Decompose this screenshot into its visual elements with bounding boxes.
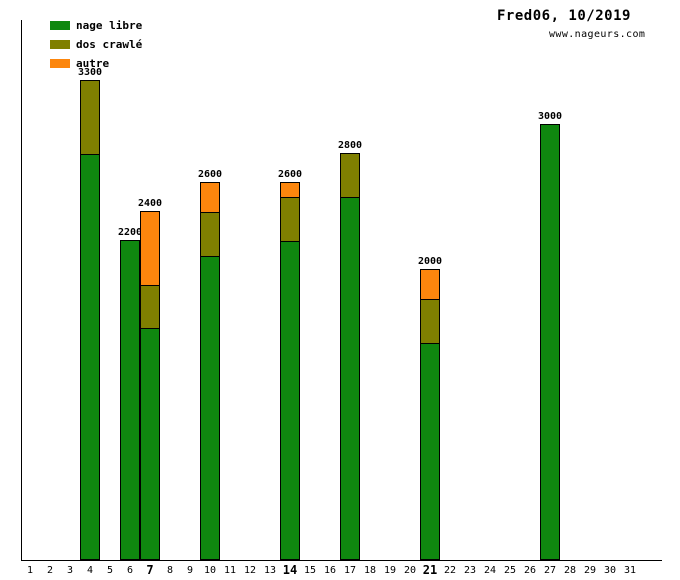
bar-segment <box>421 342 439 560</box>
x-axis-label-10: 10 <box>203 565 217 576</box>
x-axis-label-30: 30 <box>603 565 617 576</box>
x-axis-label-13: 13 <box>263 565 277 576</box>
x-axis-label-11: 11 <box>223 565 237 576</box>
bar-segment <box>281 182 299 198</box>
x-axis-label-23: 23 <box>463 565 477 576</box>
bar-value-label: 3000 <box>537 110 563 122</box>
x-axis-label-29: 29 <box>583 565 597 576</box>
bar-value-label: 2200 <box>117 227 143 238</box>
x-axis-label-9: 9 <box>186 565 194 576</box>
legend-swatch-icon <box>50 39 70 49</box>
bar-day-7 <box>140 210 160 560</box>
bar-segment <box>421 299 439 343</box>
x-axis-label-4: 4 <box>86 565 94 576</box>
bar-segment <box>421 270 439 300</box>
bar-segment <box>141 284 159 329</box>
x-axis-label-17: 17 <box>343 565 357 576</box>
x-axis-label-12: 12 <box>243 565 257 576</box>
x-axis-label-8: 8 <box>166 565 174 576</box>
x-axis-line <box>21 560 662 561</box>
bar-segment <box>281 240 299 559</box>
x-axis-label-27: 27 <box>543 565 557 576</box>
bar-day-6 <box>120 240 140 560</box>
bar-value-label: 2800 <box>337 139 363 151</box>
bar-segment <box>541 124 559 559</box>
chart-title: Fred06, 10/2019 <box>497 8 631 24</box>
bar-value-label: 2400 <box>137 197 163 209</box>
bar-day-21 <box>420 269 440 560</box>
x-axis-label-15: 15 <box>303 565 317 576</box>
legend-row: autre <box>50 57 109 69</box>
x-axis-label-5: 5 <box>106 565 114 576</box>
bar-segment <box>201 211 219 256</box>
bar-value-label: 3300 <box>77 67 103 78</box>
x-axis-label-24: 24 <box>483 565 497 576</box>
x-axis-label-3: 3 <box>66 565 74 576</box>
legend-label: dos crawlé <box>76 37 143 51</box>
legend-swatch-icon <box>50 58 70 68</box>
bar-segment <box>201 255 219 559</box>
x-axis-label-19: 19 <box>383 565 397 576</box>
x-axis-label-2: 2 <box>46 565 54 576</box>
bar-segment <box>341 197 359 559</box>
x-axis-label-31: 31 <box>623 565 637 576</box>
x-axis-label-14: 14 <box>282 563 298 577</box>
legend-label: nage libre <box>76 18 143 32</box>
bar-day-4 <box>80 80 100 560</box>
legend-row: dos crawlé <box>50 38 142 50</box>
x-axis-label-18: 18 <box>363 565 377 576</box>
bar-segment <box>81 153 99 559</box>
x-axis-label-22: 22 <box>443 565 457 576</box>
bar-day-10 <box>200 181 220 560</box>
legend-row: nage libre <box>50 19 142 31</box>
x-axis-label-20: 20 <box>403 565 417 576</box>
x-axis-label-6: 6 <box>126 565 134 576</box>
bar-segment <box>281 197 299 241</box>
bar-day-17 <box>340 152 360 560</box>
legend-swatch-icon <box>50 20 70 30</box>
x-axis-label-21: 21 <box>422 563 438 577</box>
legend-label: autre <box>76 56 110 70</box>
x-axis-label-26: 26 <box>523 565 537 576</box>
bar-segment <box>121 241 139 559</box>
site-url: www.nageurs.com <box>549 29 646 40</box>
bar-segment <box>341 153 359 198</box>
x-axis-label-7: 7 <box>146 563 154 577</box>
bar-day-27 <box>540 123 560 560</box>
bar-value-label: 2600 <box>197 168 223 180</box>
bar-value-label: 2600 <box>277 168 303 180</box>
x-axis-label-16: 16 <box>323 565 337 576</box>
x-axis-label-1: 1 <box>26 565 34 576</box>
bar-segment <box>81 81 99 154</box>
bar-value-label: 2000 <box>417 256 443 268</box>
x-axis-label-25: 25 <box>503 565 517 576</box>
bar-segment <box>141 211 159 285</box>
bar-segment <box>141 328 159 559</box>
bar-segment <box>201 182 219 212</box>
x-axis-label-28: 28 <box>563 565 577 576</box>
y-axis-line <box>21 20 22 560</box>
bar-day-14 <box>280 181 300 560</box>
